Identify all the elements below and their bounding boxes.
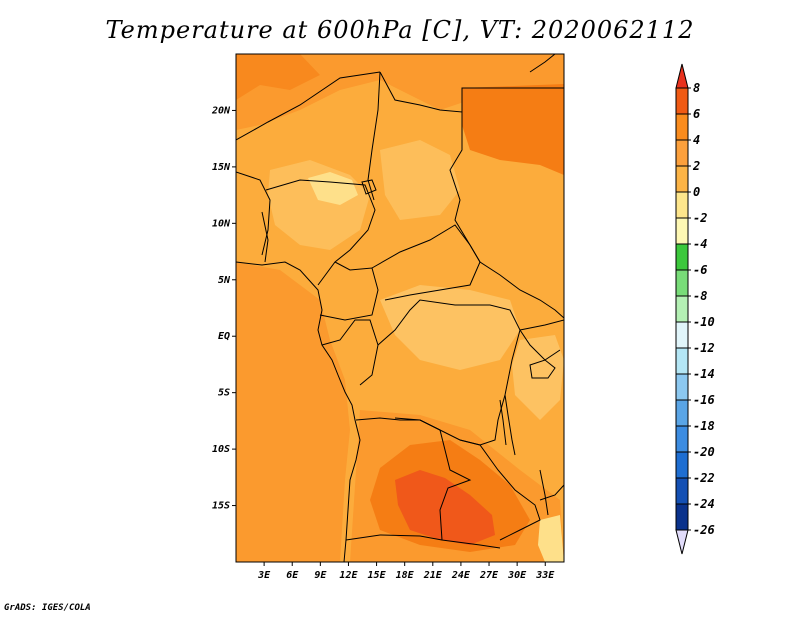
colorbar-segment [675,243,689,271]
lon-tick-label: 30E [507,570,527,581]
contour-0-2-congo [380,285,520,370]
contour-4-6-north-west [236,54,320,100]
colorbar-label: -24 [693,497,715,511]
lon-tick-label: 12E [339,570,358,581]
colorbar-segment [675,347,689,375]
latitude-axis: 20N 15N 10N 5N EQ 5S 10S 15S [211,105,236,512]
lat-tick-label: 20N [211,105,231,116]
colorbar: 8 6 4 2 0 -2 -4 -6 -8 -10 -12 -14 -16 -18 -20 -22 -24 -26 [675,63,715,555]
colorbar-label: 4 [693,133,700,147]
lon-tick-label: 21E [423,570,443,581]
colorbar-segment [675,87,689,115]
lon-tick-label: 27E [479,570,499,581]
colorbar-label: -16 [693,393,715,407]
lake-tanganyika [499,394,516,456]
lat-tick-label: 5N [218,275,231,286]
mali-niger-border [236,171,271,256]
gabon-congo-border [321,319,379,386]
drc-border [377,299,521,446]
tanzania-border [519,319,564,331]
niger-libya-border [236,71,381,141]
lon-tick-label: 24E [451,570,471,581]
colorbar-label: -4 [693,237,707,251]
colorbar-label: -8 [693,289,707,303]
colorbar-segment [675,425,689,453]
lon-tick-label: 3E [257,570,271,581]
chad-niger-border [367,71,381,201]
colorbar-segment [675,139,689,167]
contour-6-8-south [395,470,495,545]
cameroon-border [319,261,379,321]
colorbar-segment [675,451,689,479]
lat-tick-label: 15S [212,501,230,512]
colorbar-label: -14 [693,367,715,381]
colorbar-label: 0 [693,185,700,199]
colorbar-segment [675,373,689,401]
lon-tick-label: 6E [286,570,299,581]
angola-border [355,417,472,541]
lake-chad [361,179,377,195]
colorbar-label: 8 [693,81,700,95]
lon-tick-label: 18E [396,570,415,581]
colorbar-label: -6 [693,263,707,277]
lake-victoria [529,359,556,379]
zambia-border [459,439,541,541]
colorbar-segment [675,399,689,427]
libya-egypt-border [379,71,564,113]
colorbar-segment [675,295,689,323]
red-sea-coast [529,54,556,73]
colorbar-label: -2 [693,211,707,225]
colorbar-label: -18 [693,419,715,433]
lon-tick-label: 9E [314,570,327,581]
colorbar-segment [675,269,689,297]
contour-2-4-west [236,262,350,562]
colorbar-label: -12 [693,341,715,355]
lat-tick-label: 15N [212,162,231,173]
colorbar-segment [675,477,689,505]
lat-tick-label: 10N [212,218,231,229]
colorbar-segment [675,191,689,219]
west-african-coastline [236,261,361,562]
map-panel: 20N 15N 10N 5N EQ 5S 10S 15S 3E 6E 9E 12E 15E 18E 21E… [211,53,565,581]
benin-border [261,211,269,263]
contour-0-2-chad [380,140,460,220]
contour-4-6-northeast [462,84,564,175]
lake-malawi [539,469,549,516]
colorbar-label: -10 [693,315,715,329]
lon-tick-label: 33E [535,570,555,581]
car-border [371,224,481,301]
contour-minus2-0-lake-chad [308,172,358,205]
lat-tick-label: 10S [212,444,230,455]
colorbar-label: -22 [693,471,715,485]
nigeria-border [265,179,376,286]
country-borders [236,54,564,562]
colorbar-segment [675,321,689,349]
colorbar-segment [675,113,689,141]
kenya-uganda-border [519,329,561,361]
lat-tick-label: 5S [218,388,230,399]
map-frame [235,53,565,563]
angola-namibia-border [345,534,501,549]
longitude-axis: 3E 6E 9E 12E 15E 18E 21E 24E 27E 30E 33E [257,562,555,581]
colorbar-label: 6 [693,107,700,121]
colorbar-segment [675,217,689,245]
contour-minus2-0-east-south [538,515,564,562]
lon-tick-label: 15E [368,570,387,581]
colorbar-segment [675,165,689,193]
colorbar-bottom-arrow [675,529,689,555]
colorbar-label: -26 [693,523,715,537]
lat-tick-label: EQ [218,331,230,342]
colorbar-label: -20 [693,445,715,459]
colorbar-segment [675,503,689,531]
page-title: Temperature at 600hPa [C], VT: 202006211… [105,16,695,44]
grads-credit: GrADS: IGES/COLA [4,603,91,613]
colorbar-top-arrow [675,63,689,89]
colorbar-label: 2 [692,159,700,173]
temperature-field [236,54,564,562]
